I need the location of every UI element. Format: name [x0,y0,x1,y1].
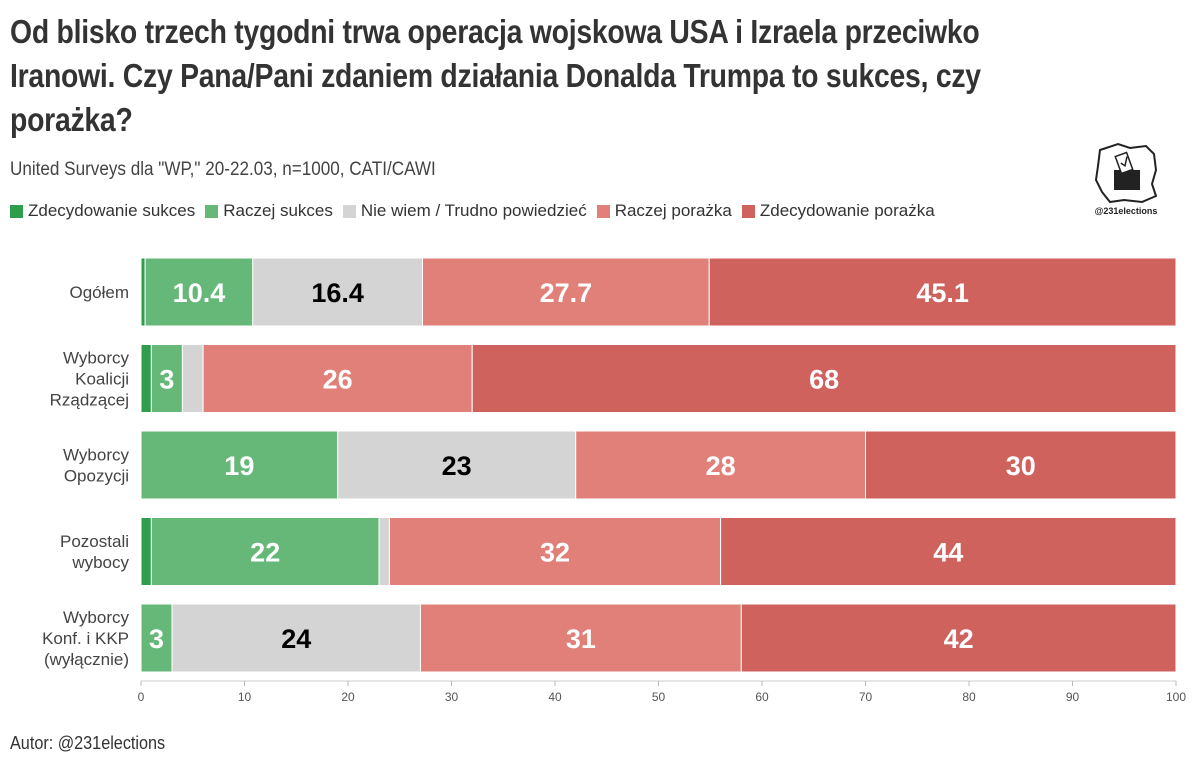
legend-swatch [596,204,610,218]
logo: @231elections [1090,140,1162,220]
bar-value-label: 23 [442,451,472,481]
category-label: Rządzącej [50,391,129,410]
bar-value-label: 22 [250,538,280,568]
x-tick-label: 70 [859,690,873,704]
legend-item: Raczej sukces [205,201,333,221]
x-tick-label: 40 [548,690,562,704]
category-label: (wyłącznie) [44,650,129,669]
category-label: Wyborcy [63,608,129,627]
x-tick-label: 20 [341,690,355,704]
category-label: Wyborcy [63,446,129,465]
legend-swatch [342,204,356,218]
bar-segment [865,430,1177,500]
bar-value-label: 3 [159,365,174,395]
bar-value-label: 3 [149,624,164,654]
category-label: Pozostali [60,532,129,551]
x-tick-label: 50 [652,690,666,704]
bar-value-label: 44 [933,538,963,568]
bar-value-label: 28 [706,451,736,481]
legend-item: Zdecydowanie sukces [10,201,195,221]
bar-segment [740,603,1177,673]
bar-segment [150,517,380,586]
category-label: Wyborcy [63,349,129,368]
bar-segment [708,257,1177,327]
bar-value-label: 19 [224,451,254,481]
bar-segment [388,517,722,586]
legend-item: Zdecydowanie porażka [741,201,935,221]
x-tick-label: 100 [1166,690,1186,704]
bar-segment [337,430,577,500]
chart-subtitle: United Surveys dla "WP," 20-22.03, n=100… [10,159,436,180]
bar-segment [140,430,339,500]
category-label: wybocy [71,553,129,572]
legend-item: Raczej porażka [596,201,732,221]
bar-value-label: 27.7 [540,278,593,308]
bar-segment [140,344,152,413]
x-tick-label: 30 [445,690,459,704]
category-label: Opozycji [64,467,129,486]
bar-value-label: 24 [281,624,311,654]
legend-item: Nie wiem / Trudno powiedzieć [342,201,587,221]
category-label: Koalicji [75,370,129,389]
bar-segment [202,344,473,413]
bar-segment [419,603,742,673]
bar-segment [140,517,152,586]
bar-value-label: 31 [566,624,596,654]
x-tick-label: 0 [138,690,145,704]
bar-segment [575,430,866,500]
bar-segment [720,517,1177,586]
stacked-bar-chart: 0 10 20 30 40 50 60 70 80 90 100 10.4 16.4 27.7 45.1 Og… [42,257,1186,704]
bar-value-label: 26 [323,365,353,395]
footer-author: Autor: @231elections [10,733,166,753]
bar-segment [422,257,710,327]
bar-segment [378,517,390,586]
x-tick-label: 10 [238,690,252,704]
bar-segment [140,257,146,327]
legend-label: Zdecydowanie sukces [28,201,196,220]
legend-label: Zdecydowanie porażka [759,201,935,220]
bar-value-label: 45.1 [916,278,969,308]
bar-value-label: 16.4 [311,278,364,308]
legend-label: Raczej porażka [614,201,732,220]
x-tick-label: 60 [755,690,769,704]
chart-title: Od blisko trzech tygodni trwa operacja w… [10,13,981,138]
bar-segment [144,257,254,327]
poland-ballot-icon [1094,142,1158,204]
bar-value-label: 32 [540,538,570,568]
category-label: Konf. i KKP [42,629,129,648]
legend-label: Nie wiem / Trudno powiedzieć [360,201,587,220]
bar-segment [150,344,183,413]
bar-value-label: 68 [809,365,839,395]
bar-segment [181,344,204,413]
bar-value-label: 10.4 [173,278,226,308]
x-tick-label: 90 [1066,690,1080,704]
legend-swatch [741,204,755,218]
bar-value-label: 30 [1006,451,1036,481]
legend-swatch [205,204,219,218]
x-tick-label: 80 [962,690,976,704]
bar-value-label: 42 [944,624,974,654]
category-label: Ogółem [69,283,129,302]
legend: Zdecydowanie sukces Raczej sukces Nie wiem… [10,201,945,221]
logo-handle: @231elections [1094,206,1158,216]
legend-swatch [10,204,23,218]
legend-label: Raczej sukces [223,201,333,220]
bar-segment [471,344,1177,413]
